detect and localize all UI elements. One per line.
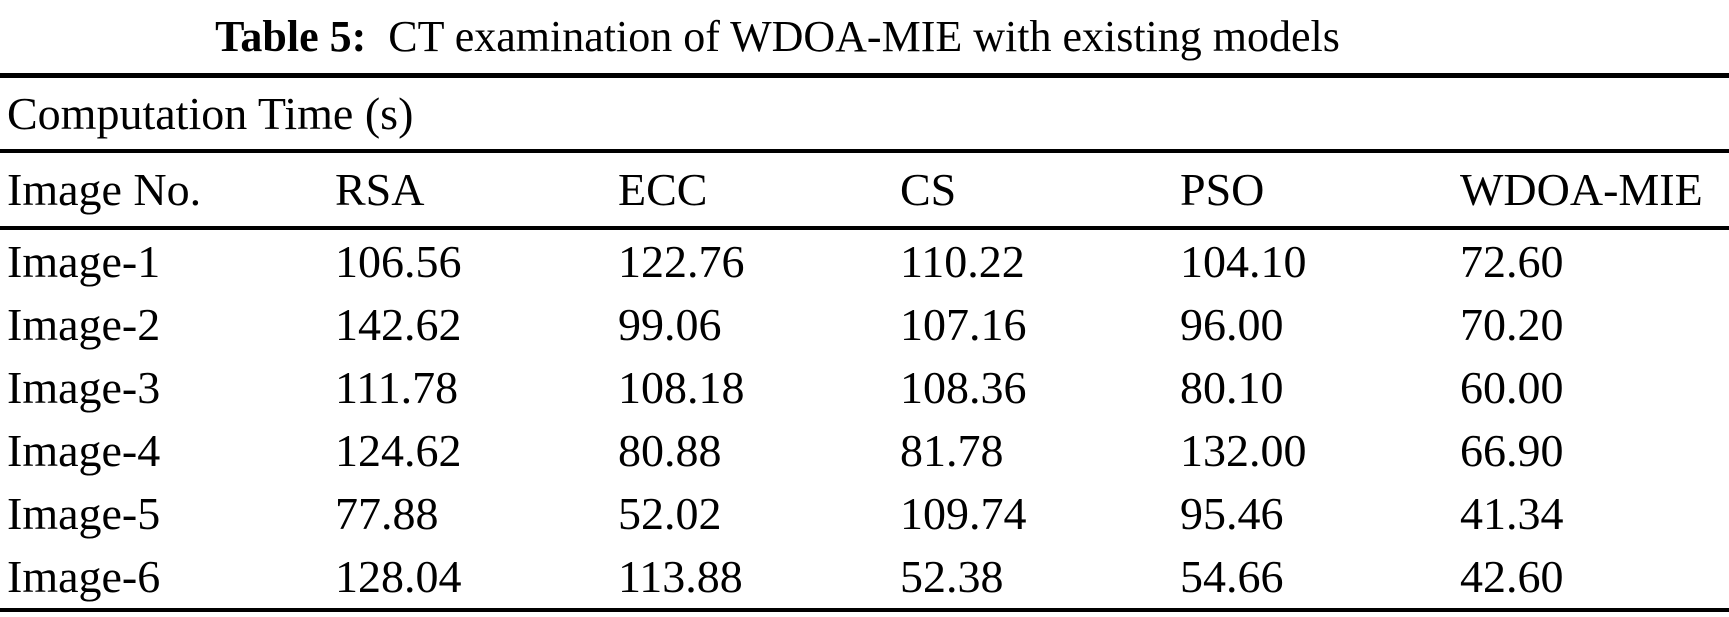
row-label: Image-3 bbox=[7, 362, 161, 413]
cell-rsa: 124.62 bbox=[335, 425, 462, 476]
cell-cs: 108.36 bbox=[900, 362, 1027, 413]
cell-pso: 80.10 bbox=[1180, 362, 1284, 413]
column-header-ecc: ECC bbox=[618, 164, 708, 215]
cell-cs: 52.38 bbox=[900, 551, 1004, 602]
header-divider-rule bbox=[0, 226, 1729, 230]
cell-wdoa-mie: 60.00 bbox=[1460, 362, 1564, 413]
cell-ecc: 52.02 bbox=[618, 488, 722, 539]
cell-pso: 96.00 bbox=[1180, 299, 1284, 350]
cell-pso: 54.66 bbox=[1180, 551, 1284, 602]
cell-wdoa-mie: 72.60 bbox=[1460, 236, 1564, 287]
cell-cs: 109.74 bbox=[900, 488, 1027, 539]
table-row: Image-4 124.62 80.88 81.78 132.00 66.90 bbox=[0, 419, 1729, 482]
bottom-rule bbox=[0, 608, 1729, 612]
cell-ecc: 108.18 bbox=[618, 362, 745, 413]
row-label: Image-5 bbox=[7, 488, 161, 539]
cell-ecc: 99.06 bbox=[618, 299, 722, 350]
top-rule bbox=[0, 73, 1729, 78]
cell-rsa: 128.04 bbox=[335, 551, 462, 602]
cell-pso: 95.46 bbox=[1180, 488, 1284, 539]
cell-pso: 104.10 bbox=[1180, 236, 1307, 287]
table-row: Image-3 111.78 108.18 108.36 80.10 60.00 bbox=[0, 356, 1729, 419]
cell-pso: 132.00 bbox=[1180, 425, 1307, 476]
table-row: Image-1 106.56 122.76 110.22 104.10 72.6… bbox=[0, 230, 1729, 293]
table-caption: Table 5: CT examination of WDOA-MIE with… bbox=[0, 0, 1555, 73]
cell-cs: 81.78 bbox=[900, 425, 1004, 476]
cell-wdoa-mie: 42.60 bbox=[1460, 551, 1564, 602]
column-header-cs: CS bbox=[900, 164, 957, 215]
cell-cs: 107.16 bbox=[900, 299, 1027, 350]
row-label: Image-1 bbox=[7, 236, 161, 287]
cell-rsa: 111.78 bbox=[335, 362, 459, 413]
row-label: Image-2 bbox=[7, 299, 161, 350]
row-label: Image-4 bbox=[7, 425, 161, 476]
section-header: Computation Time (s) bbox=[7, 88, 414, 139]
column-header-rsa: RSA bbox=[335, 164, 425, 215]
caption-text: CT examination of WDOA-MIE with existing… bbox=[388, 12, 1340, 61]
caption-number: Table 5: bbox=[215, 12, 367, 61]
cell-rsa: 142.62 bbox=[335, 299, 462, 350]
table-row: Image-5 77.88 52.02 109.74 95.46 41.34 bbox=[0, 482, 1729, 545]
table-row: Image-2 142.62 99.06 107.16 96.00 70.20 bbox=[0, 293, 1729, 356]
cell-rsa: 77.88 bbox=[335, 488, 439, 539]
cell-rsa: 106.56 bbox=[335, 236, 462, 287]
cell-ecc: 80.88 bbox=[618, 425, 722, 476]
cell-ecc: 122.76 bbox=[618, 236, 745, 287]
row-label: Image-6 bbox=[7, 551, 161, 602]
cell-ecc: 113.88 bbox=[618, 551, 743, 602]
cell-wdoa-mie: 66.90 bbox=[1460, 425, 1564, 476]
column-header-pso: PSO bbox=[1180, 164, 1265, 215]
cell-wdoa-mie: 70.20 bbox=[1460, 299, 1564, 350]
column-header-wdoa-mie: WDOA-MIE bbox=[1460, 164, 1703, 215]
cell-wdoa-mie: 41.34 bbox=[1460, 488, 1564, 539]
column-header-image-no: Image No. bbox=[7, 164, 202, 215]
table-row: Image-6 128.04 113.88 52.38 54.66 42.60 bbox=[0, 545, 1729, 608]
cell-cs: 110.22 bbox=[900, 236, 1025, 287]
section-divider-rule bbox=[0, 149, 1729, 153]
column-header-row: Image No. RSA ECC CS PSO WDOA-MIE bbox=[0, 153, 1729, 226]
